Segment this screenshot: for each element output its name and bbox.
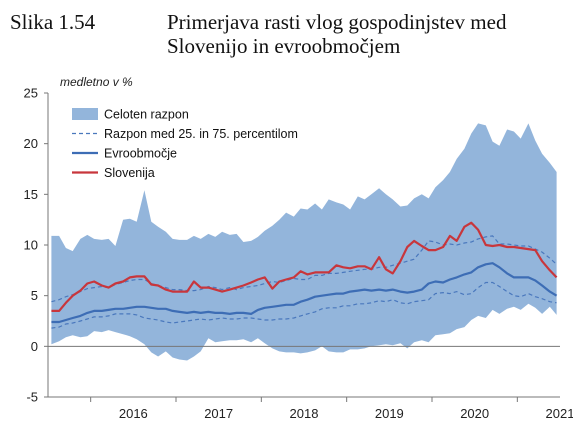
x-tick-label: 2017 xyxy=(204,406,233,421)
x-tick-label: 2016 xyxy=(119,406,148,421)
y-tick-label: 25 xyxy=(24,86,38,101)
x-tick-label: 2020 xyxy=(460,406,489,421)
slovenia-line xyxy=(51,221,558,312)
x-tick-label: 2019 xyxy=(375,406,404,421)
y-tick-label: -5 xyxy=(26,390,38,405)
y-tick-label: 10 xyxy=(24,238,38,253)
y-tick-label: 0 xyxy=(31,339,38,354)
figure-title: Primerjava rasti vlog gospodinjstev med … xyxy=(167,10,507,58)
legend: Celoten razpon Razpon med 25. in 75. perc… xyxy=(72,108,298,180)
range-band-area xyxy=(51,123,557,361)
axes: -5 0 5 10 15 20 25 2016 2017 2018 2019 2020 2021 xyxy=(24,86,573,422)
legend-label: Razpon med 25. in 75. percentilom xyxy=(104,127,298,141)
percentile-75-line xyxy=(51,235,558,303)
x-tick-label: 2021 xyxy=(546,406,573,421)
legend-label: Evroobmočje xyxy=(104,147,177,161)
plot-area xyxy=(51,123,558,361)
y-tick-label: 5 xyxy=(31,288,38,303)
y-axis-unit-label: medletno v % xyxy=(60,75,133,89)
legend-label: Celoten razpon xyxy=(104,108,189,122)
legend-label: Slovenija xyxy=(104,166,155,180)
legend-swatch-range xyxy=(72,108,98,120)
y-tick-label: 20 xyxy=(24,136,38,151)
x-tick-label: 2018 xyxy=(290,406,319,421)
percentile-25-line xyxy=(51,281,557,329)
euro-area-line xyxy=(51,262,558,324)
y-tick-label: 15 xyxy=(24,187,38,202)
figure-label: Slika 1.54 xyxy=(10,10,96,34)
